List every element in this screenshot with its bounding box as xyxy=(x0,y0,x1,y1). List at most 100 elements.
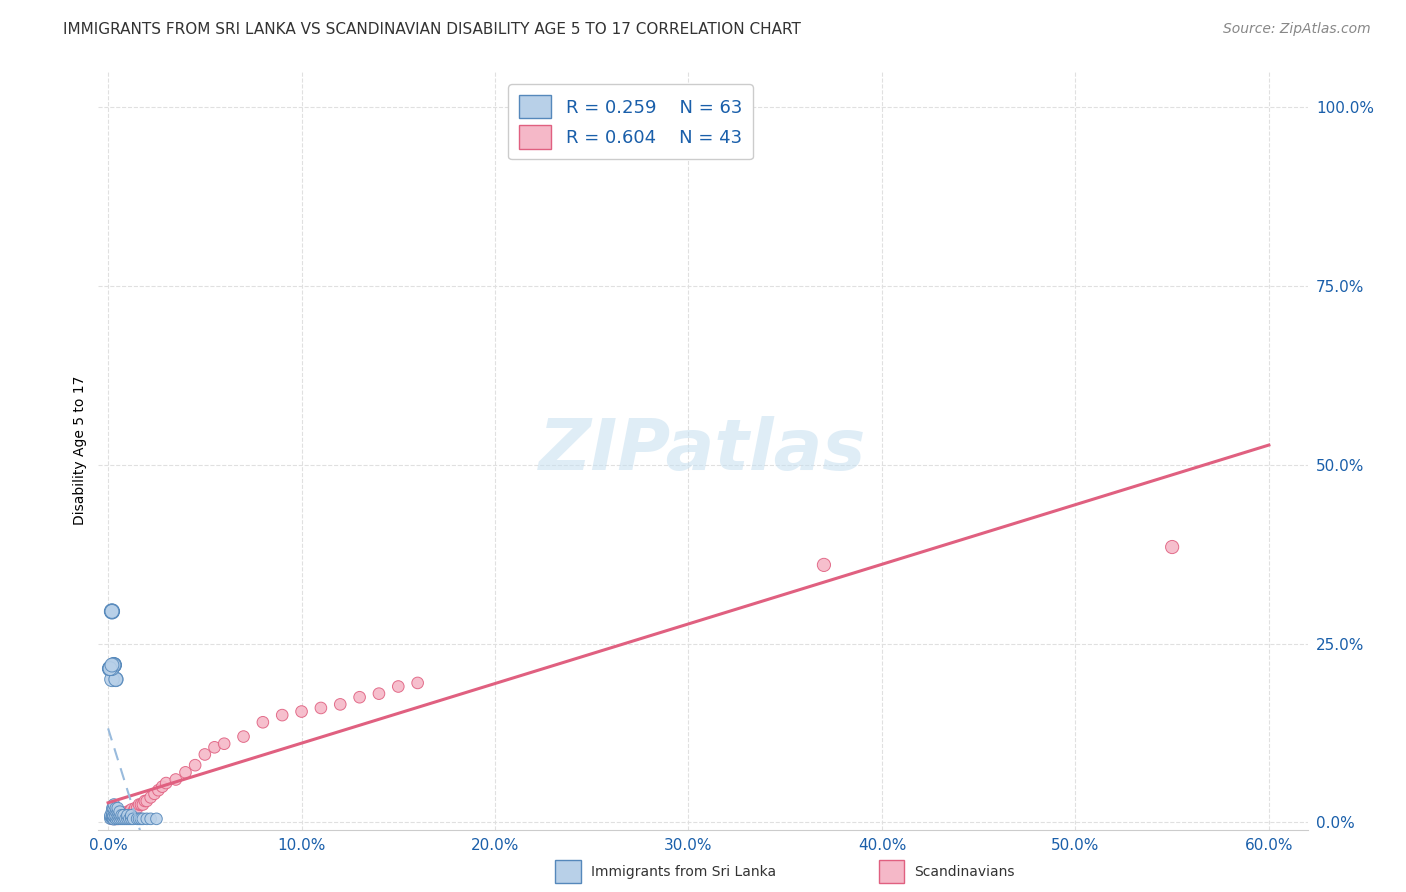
Point xyxy=(111,806,134,821)
Point xyxy=(112,812,135,826)
Point xyxy=(813,558,835,572)
Text: IMMIGRANTS FROM SRI LANKA VS SCANDINAVIAN DISABILITY AGE 5 TO 17 CORRELATION CHA: IMMIGRANTS FROM SRI LANKA VS SCANDINAVIA… xyxy=(63,22,801,37)
Point xyxy=(101,604,124,618)
Point xyxy=(103,658,125,673)
Text: Source: ZipAtlas.com: Source: ZipAtlas.com xyxy=(1223,22,1371,37)
Point xyxy=(98,662,121,676)
Point xyxy=(145,812,167,826)
Point xyxy=(103,658,125,673)
Point xyxy=(1161,540,1184,554)
Point xyxy=(103,808,125,822)
Point xyxy=(98,662,121,676)
Text: ZIPatlas: ZIPatlas xyxy=(540,416,866,485)
Point xyxy=(101,604,124,618)
Y-axis label: Disability Age 5 to 17: Disability Age 5 to 17 xyxy=(73,376,87,525)
Point xyxy=(232,730,254,744)
Point xyxy=(101,812,124,826)
Point xyxy=(104,812,127,826)
Point xyxy=(108,812,131,826)
Point xyxy=(98,662,121,676)
Point xyxy=(128,812,150,826)
Point xyxy=(104,808,127,822)
Point xyxy=(108,808,131,822)
Point xyxy=(101,810,124,824)
Point xyxy=(135,812,157,826)
Point xyxy=(98,662,121,676)
Point xyxy=(252,715,274,730)
Point xyxy=(101,604,124,618)
Point xyxy=(132,797,155,812)
Point xyxy=(120,808,142,822)
Point xyxy=(117,805,139,819)
Point xyxy=(132,812,155,826)
Point xyxy=(271,708,294,723)
Point xyxy=(212,737,235,751)
Point xyxy=(107,801,129,815)
Point xyxy=(101,801,124,815)
Point xyxy=(114,812,136,826)
Point xyxy=(155,776,177,790)
Point xyxy=(120,812,142,826)
Point xyxy=(107,805,129,819)
Point xyxy=(129,812,152,826)
Point xyxy=(143,787,166,801)
Point xyxy=(165,772,187,787)
Point xyxy=(101,673,124,687)
Point xyxy=(117,812,139,826)
Point xyxy=(118,812,141,826)
Point xyxy=(98,808,121,822)
Text: Immigrants from Sri Lanka: Immigrants from Sri Lanka xyxy=(591,865,776,880)
Point xyxy=(114,806,136,821)
Point xyxy=(107,812,129,826)
Point xyxy=(104,801,127,815)
Point xyxy=(104,673,127,687)
Point xyxy=(134,794,156,808)
Point xyxy=(103,658,125,673)
Point xyxy=(122,812,145,826)
Point xyxy=(184,758,207,772)
Point xyxy=(103,812,125,826)
Point xyxy=(194,747,217,762)
Point xyxy=(101,604,124,618)
Point xyxy=(290,705,312,719)
Point xyxy=(103,805,125,819)
Point xyxy=(107,808,129,822)
Point xyxy=(107,812,129,826)
Point xyxy=(107,810,129,824)
Point xyxy=(111,808,134,822)
Point xyxy=(387,680,409,694)
Point xyxy=(204,740,226,755)
Point xyxy=(108,808,131,822)
Point xyxy=(124,801,146,815)
Point xyxy=(139,812,162,826)
Point xyxy=(103,658,125,673)
Point xyxy=(101,812,124,826)
Point xyxy=(101,808,124,822)
Point xyxy=(128,797,150,812)
Point xyxy=(112,808,135,822)
Point xyxy=(103,801,125,815)
Point xyxy=(118,805,141,819)
Point xyxy=(103,797,125,812)
Point xyxy=(135,794,157,808)
Point xyxy=(117,808,139,822)
Point xyxy=(98,810,121,824)
Point xyxy=(104,673,127,687)
Legend: R = 0.259    N = 63, R = 0.604    N = 43: R = 0.259 N = 63, R = 0.604 N = 43 xyxy=(508,84,754,160)
Point xyxy=(127,812,149,826)
Point xyxy=(101,662,124,676)
Point xyxy=(103,658,125,673)
Point xyxy=(112,808,135,822)
Point xyxy=(368,687,391,701)
Point xyxy=(98,662,121,676)
Point xyxy=(349,690,371,705)
Point xyxy=(122,805,145,819)
Point xyxy=(150,780,173,794)
Point xyxy=(129,797,152,812)
Point xyxy=(406,676,429,690)
Point xyxy=(108,805,131,819)
Point xyxy=(174,765,197,780)
Point xyxy=(101,658,124,673)
Point xyxy=(111,812,134,826)
Text: Scandinavians: Scandinavians xyxy=(914,865,1014,880)
